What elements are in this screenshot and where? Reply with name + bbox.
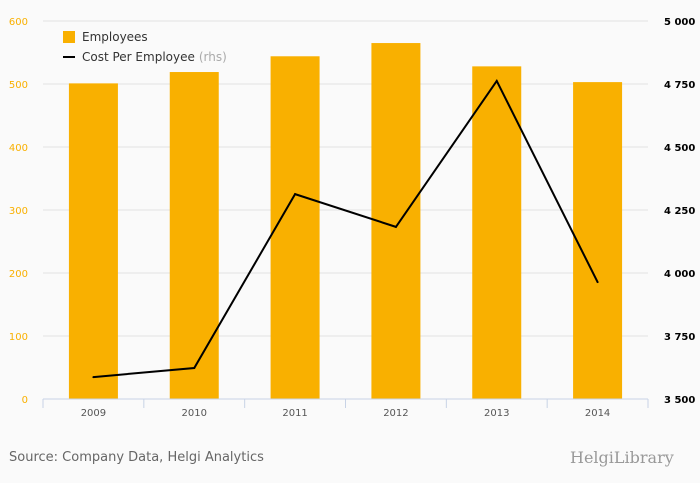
- line-swatch-icon: [63, 56, 75, 58]
- bar: [68, 83, 118, 400]
- left-tick-label: 400: [9, 143, 28, 154]
- left-tick-label: 200: [9, 269, 28, 280]
- right-tick-label: 5 000: [664, 17, 695, 28]
- x-tick-label: 2011: [282, 408, 307, 419]
- cost-line: [93, 79, 599, 379]
- legend-item-cost[interactable]: Cost Per Employee (rhs): [63, 47, 227, 67]
- right-tick-label: 3 750: [664, 332, 695, 343]
- line-point: [394, 225, 397, 228]
- left-tick-label: 500: [9, 80, 28, 91]
- right-tick-label: 3 500: [664, 395, 695, 406]
- source-note: Source: Company Data, Helgi Analytics: [9, 450, 264, 465]
- right-tick-label: 4 000: [664, 269, 695, 280]
- right-tick-label: 4 750: [664, 80, 695, 91]
- bar: [270, 56, 320, 399]
- line-point: [92, 376, 95, 379]
- line-point: [294, 193, 297, 196]
- bar: [573, 82, 623, 400]
- left-tick-label: 0: [22, 395, 28, 406]
- x-tick-label: 2013: [484, 408, 509, 419]
- left-tick-label: 100: [9, 332, 28, 343]
- x-tick-label: 2014: [585, 408, 610, 419]
- x-tick-label: 2010: [182, 408, 207, 419]
- right-tick-label: 4 500: [664, 143, 695, 154]
- line-point: [193, 367, 196, 370]
- bar: [472, 66, 522, 400]
- x-tick-label: 2009: [81, 408, 106, 419]
- bar: [169, 72, 219, 399]
- line-point: [596, 281, 599, 284]
- legend-item-employees[interactable]: Employees: [63, 27, 227, 47]
- x-tick-label: 2012: [383, 408, 408, 419]
- left-tick-label: 300: [9, 206, 28, 217]
- left-tick-label: 600: [9, 17, 28, 28]
- helgi-library-logo: HelgiLibrary: [570, 448, 674, 467]
- legend: Employees Cost Per Employee (rhs): [63, 27, 227, 67]
- bar-swatch-icon: [63, 31, 75, 43]
- line-point: [495, 79, 498, 82]
- right-tick-label: 4 250: [664, 206, 695, 217]
